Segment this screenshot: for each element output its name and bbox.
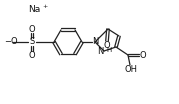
Text: +: + — [42, 4, 47, 9]
Text: S: S — [29, 38, 35, 46]
Text: O: O — [29, 51, 35, 59]
Text: N: N — [92, 38, 98, 46]
Text: Na: Na — [28, 4, 40, 14]
Text: −O: −O — [4, 38, 18, 46]
Text: O: O — [104, 41, 110, 51]
Text: O: O — [140, 51, 146, 59]
Text: OH: OH — [125, 66, 137, 74]
Text: N: N — [97, 46, 103, 56]
Text: O: O — [29, 25, 35, 33]
Text: H: H — [106, 47, 111, 53]
